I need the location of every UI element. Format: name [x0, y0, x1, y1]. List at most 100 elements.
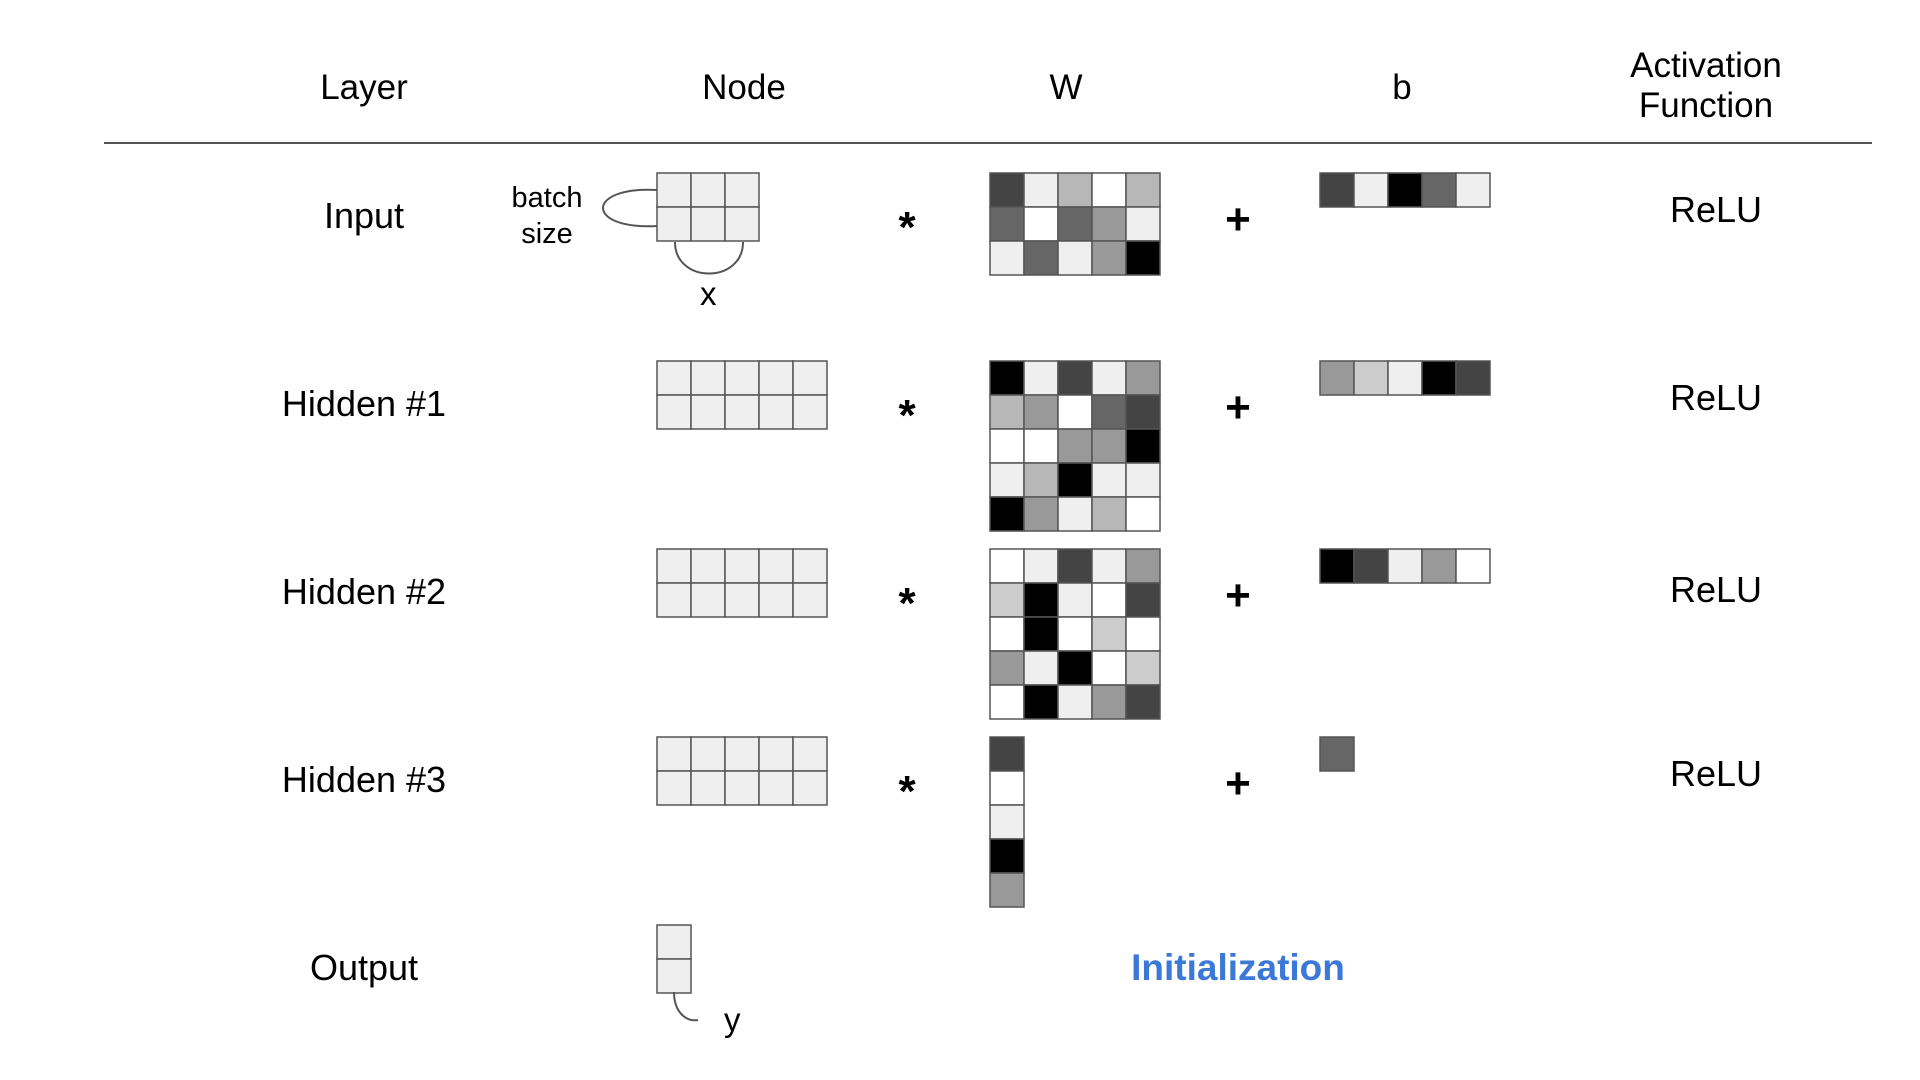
weight-cell-input — [1057, 172, 1093, 208]
node-cell-hidden-1 — [758, 360, 794, 396]
bias-cell-input — [1353, 172, 1389, 208]
node-cell-hidden-3 — [792, 770, 828, 806]
node-cell-hidden-3 — [656, 770, 692, 806]
node-cell-hidden-3 — [690, 736, 726, 772]
bias-cell-input — [1421, 172, 1457, 208]
weight-cell-hidden-1 — [1023, 496, 1059, 532]
weight-cell-hidden-2 — [989, 650, 1025, 686]
weight-cell-hidden-2 — [1091, 684, 1127, 720]
weight-cell-hidden-2 — [1057, 684, 1093, 720]
bias-cell-hidden-1 — [1319, 360, 1355, 396]
weight-cell-input — [1057, 240, 1093, 276]
y-label: y — [724, 1001, 741, 1038]
weight-cell-hidden-1 — [1091, 496, 1127, 532]
weight-cell-hidden-1 — [989, 360, 1025, 396]
weight-cell-hidden-1 — [1091, 428, 1127, 464]
weight-cell-hidden-1 — [989, 428, 1025, 464]
node-cell-hidden-1 — [690, 394, 726, 430]
bias-cell-hidden-2 — [1421, 548, 1457, 584]
node-cell-input — [724, 206, 760, 242]
header-node: Node — [702, 68, 786, 107]
header-w: W — [1049, 68, 1083, 107]
bias-cell-hidden-2 — [1319, 548, 1355, 584]
weight-cell-hidden-2 — [1057, 616, 1093, 652]
node-cell-hidden-3 — [724, 770, 760, 806]
node-cell-hidden-3 — [758, 736, 794, 772]
activation-hidden-3: ReLU — [1669, 753, 1763, 794]
node-cell-hidden-2 — [758, 582, 794, 618]
weight-cell-input — [1023, 206, 1059, 242]
header-activation-line1: Activation — [1630, 46, 1782, 85]
node-cell-hidden-2 — [656, 548, 692, 584]
y-bracket — [673, 991, 699, 1022]
node-cell-hidden-1 — [690, 360, 726, 396]
weight-cell-hidden-2 — [989, 548, 1025, 584]
weight-cell-hidden-2 — [1023, 548, 1059, 584]
weight-cell-input — [1023, 240, 1059, 276]
node-cell-input — [690, 206, 726, 242]
weight-cell-hidden-2 — [1023, 582, 1059, 618]
add-operator-hidden-1: + — [1225, 383, 1251, 432]
layer-label-hidden-2: Hidden #2 — [281, 571, 447, 612]
activation-hidden-2: ReLU — [1669, 569, 1763, 610]
bias-cell-hidden-1 — [1353, 360, 1389, 396]
layer-label-hidden-3: Hidden #3 — [281, 759, 447, 800]
add-operator-hidden-3: + — [1225, 759, 1251, 808]
weight-cell-hidden-2 — [1057, 582, 1093, 618]
weight-cell-hidden-2 — [1091, 582, 1127, 618]
weight-cell-hidden-3 — [989, 872, 1025, 908]
weight-cell-hidden-2 — [1125, 616, 1161, 652]
node-cell-hidden-1 — [724, 360, 760, 396]
weight-cell-hidden-1 — [1023, 360, 1059, 396]
weight-cell-hidden-2 — [1023, 650, 1059, 686]
weight-cell-input — [1091, 240, 1127, 276]
node-cell-input — [656, 172, 692, 208]
node-cell-input — [656, 206, 692, 242]
weight-cell-hidden-1 — [1125, 428, 1161, 464]
batch-size-bracket — [602, 188, 658, 228]
bias-cell-hidden-2 — [1455, 548, 1491, 584]
batch-size-line1: batch — [511, 182, 583, 214]
multiply-operator-hidden-2: * — [898, 579, 916, 628]
weight-cell-hidden-2 — [1023, 684, 1059, 720]
batch-size-label: batch size — [494, 180, 600, 252]
header-layer: Layer — [320, 68, 408, 107]
node-cell-hidden-2 — [690, 582, 726, 618]
weight-cell-input — [1023, 172, 1059, 208]
weight-cell-hidden-1 — [1125, 496, 1161, 532]
weight-cell-input — [989, 206, 1025, 242]
bias-cell-input — [1387, 172, 1423, 208]
bias-cell-hidden-1 — [1455, 360, 1491, 396]
batch-size-line2: size — [521, 218, 573, 250]
weight-cell-input — [1125, 172, 1161, 208]
weight-cell-hidden-1 — [1057, 360, 1093, 396]
weight-cell-hidden-2 — [1057, 548, 1093, 584]
node-cell-hidden-2 — [792, 582, 828, 618]
node-cell-hidden-1 — [758, 394, 794, 430]
weight-cell-hidden-1 — [989, 496, 1025, 532]
layer-label-hidden-1: Hidden #1 — [281, 383, 447, 424]
weight-cell-hidden-2 — [1125, 650, 1161, 686]
bias-cell-hidden-1 — [1387, 360, 1423, 396]
x-bracket — [674, 241, 744, 275]
header-b: b — [1392, 68, 1412, 107]
node-cell-hidden-1 — [792, 394, 828, 430]
header-divider — [104, 142, 1872, 144]
weight-cell-hidden-2 — [1023, 616, 1059, 652]
weight-cell-hidden-1 — [1023, 428, 1059, 464]
weight-cell-hidden-2 — [989, 582, 1025, 618]
node-cell-hidden-2 — [792, 548, 828, 584]
node-cell-output — [656, 958, 692, 994]
weight-cell-hidden-2 — [1091, 650, 1127, 686]
weight-cell-input — [989, 240, 1025, 276]
node-cell-hidden-1 — [724, 394, 760, 430]
weight-cell-input — [1057, 206, 1093, 242]
weight-cell-hidden-2 — [1125, 582, 1161, 618]
initialization-caption: Initialization — [1131, 947, 1345, 988]
node-cell-hidden-3 — [724, 736, 760, 772]
weight-cell-input — [1091, 206, 1127, 242]
header-activation-function: Activation Function — [1586, 46, 1826, 126]
weight-cell-hidden-1 — [1023, 462, 1059, 498]
weight-cell-hidden-2 — [989, 684, 1025, 720]
weight-cell-input — [1091, 172, 1127, 208]
